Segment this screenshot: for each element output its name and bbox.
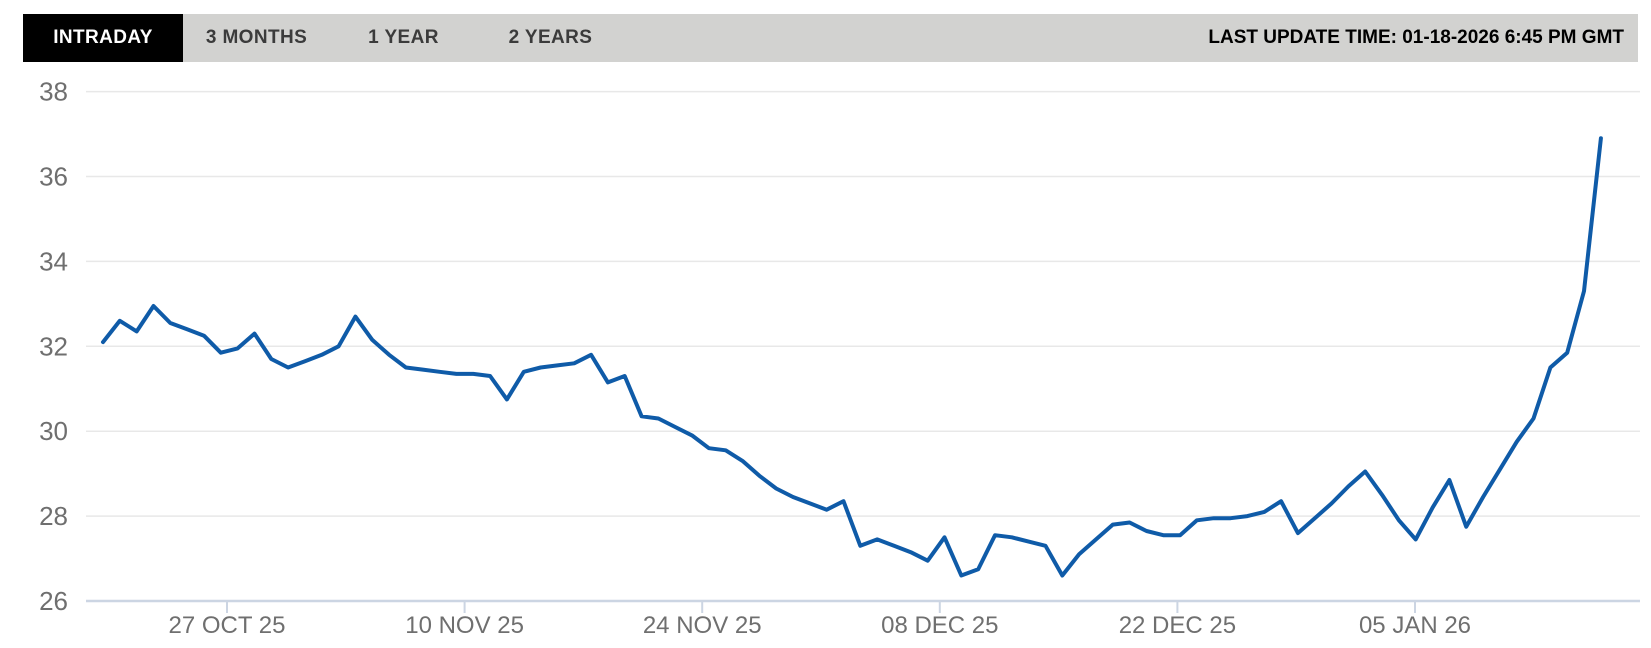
tab-3-months[interactable]: 3 MONTHS — [205, 27, 308, 48]
tab-intraday[interactable]: INTRADAY — [23, 14, 183, 62]
range-tabbar: INTRADAY 3 MONTHS 1 YEAR 2 YEARS LAST UP… — [23, 14, 1638, 62]
x-tick-label: 24 NOV 25 — [643, 612, 762, 639]
y-tick-label: 32 — [39, 331, 68, 361]
x-tick-label: 05 JAN 26 — [1359, 612, 1471, 639]
x-tick-label: 27 OCT 25 — [169, 612, 286, 639]
x-tick-label: 08 DEC 25 — [881, 612, 998, 639]
tab-2-years[interactable]: 2 YEARS — [508, 27, 593, 48]
y-tick-label: 38 — [39, 77, 68, 107]
y-tick-label: 36 — [39, 162, 68, 192]
last-update-time: LAST UPDATE TIME: 01-18-2026 6:45 PM GMT — [1208, 27, 1624, 48]
x-tick-label: 10 NOV 25 — [405, 612, 524, 639]
price-line[interactable] — [101, 136, 1603, 578]
y-tick-label: 30 — [39, 416, 68, 446]
tab-1-year[interactable]: 1 YEAR — [368, 27, 439, 48]
y-tick-label: 26 — [39, 586, 68, 616]
y-tick-label: 34 — [39, 246, 68, 276]
x-tick-label: 22 DEC 25 — [1119, 612, 1236, 639]
y-tick-label: 28 — [39, 501, 68, 531]
